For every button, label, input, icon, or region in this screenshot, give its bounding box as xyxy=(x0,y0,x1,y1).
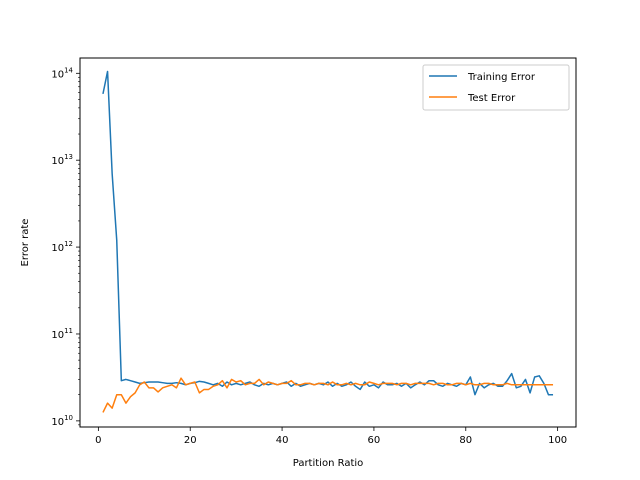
plot-area xyxy=(102,70,554,413)
x-axis-title: Partition Ratio xyxy=(293,458,364,469)
y-tick-label: 1014 xyxy=(51,66,73,80)
series-line-training-error xyxy=(102,70,554,396)
y-tick-label: 1013 xyxy=(51,153,73,167)
x-tick-label: 80 xyxy=(459,435,472,446)
x-tick-label: 20 xyxy=(184,435,197,446)
legend-entry-label: Test Error xyxy=(467,93,516,104)
plot-frame xyxy=(79,57,577,428)
x-tick-label: 40 xyxy=(276,435,289,446)
y-axis: 1010 1011 1012 1013 1014 xyxy=(51,66,80,428)
legend-box xyxy=(422,64,570,111)
x-tick-label: 100 xyxy=(548,435,567,446)
y-tick-label: 1010 xyxy=(51,414,73,428)
x-tick-label: 0 xyxy=(95,435,101,446)
legend: Training Error Test Error xyxy=(422,64,570,111)
y-tick-label: 1011 xyxy=(51,327,73,341)
series-line-test-error xyxy=(102,377,554,413)
x-tick-label: 60 xyxy=(368,435,381,446)
x-axis: 0 20 40 60 80 100 xyxy=(95,427,567,446)
y-tick-label: 1012 xyxy=(51,240,73,254)
legend-entry-label: Training Error xyxy=(467,72,536,83)
y-axis-title: Error rate xyxy=(20,219,31,267)
